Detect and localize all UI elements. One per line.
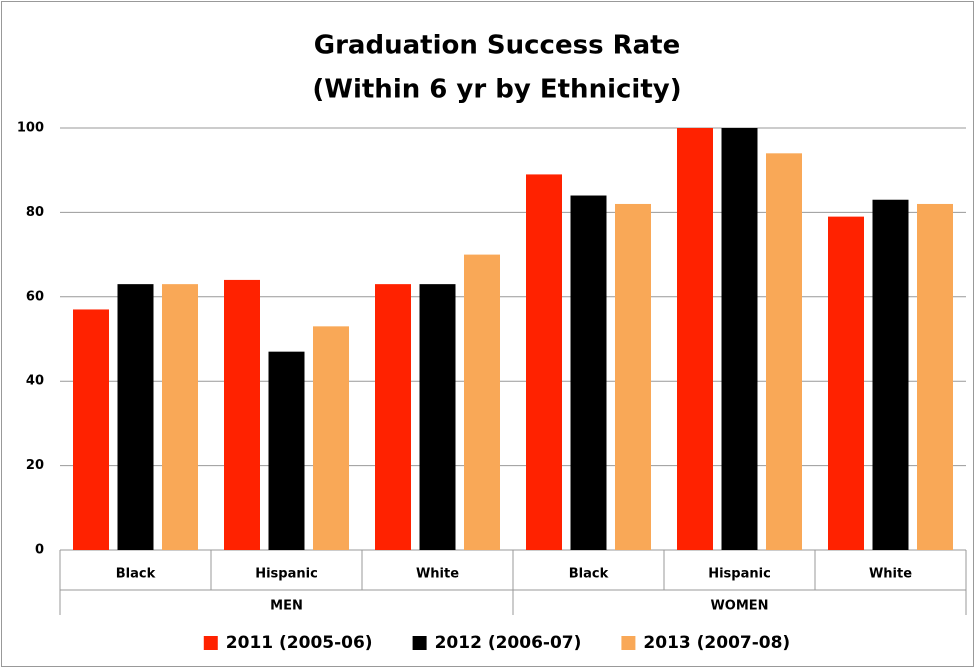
- bar: [375, 284, 411, 550]
- y-tick-label: 100: [17, 121, 44, 136]
- bar: [526, 174, 562, 551]
- bar: [268, 351, 305, 550]
- group-label: WOMEN: [710, 599, 768, 614]
- bar: [313, 326, 349, 550]
- y-tick-label: 60: [26, 289, 44, 304]
- bar: [419, 284, 456, 550]
- x-tick-label: Hispanic: [708, 567, 771, 582]
- y-tick-label: 80: [26, 205, 44, 220]
- bar: [828, 216, 864, 550]
- bar: [615, 203, 651, 550]
- legend-label: 2012 (2006-07): [435, 633, 582, 653]
- chart-title: (Within 6 yr by Ethnicity): [312, 75, 681, 105]
- bar: [570, 195, 607, 550]
- x-tick-label: Black: [116, 567, 156, 582]
- bar: [73, 309, 109, 550]
- y-tick-label: 0: [35, 543, 44, 558]
- bar: [766, 153, 802, 550]
- bar: [872, 199, 909, 551]
- x-tick-label: White: [416, 567, 459, 582]
- legend-label: 2011 (2005-06): [226, 633, 373, 653]
- y-tick-label: 20: [26, 458, 44, 473]
- bar: [162, 284, 198, 550]
- x-tick-label: Hispanic: [255, 567, 318, 582]
- bar: [464, 254, 500, 550]
- legend-swatch: [412, 636, 427, 650]
- bar: [224, 279, 260, 550]
- x-tick-label: Black: [569, 567, 609, 582]
- chart-title: Graduation Success Rate: [314, 31, 680, 61]
- legend-label: 2013 (2007-08): [643, 633, 790, 653]
- bar: [721, 128, 758, 550]
- bar: [677, 128, 713, 550]
- bar: [917, 203, 953, 550]
- legend-swatch: [621, 636, 636, 650]
- group-label: MEN: [270, 599, 303, 614]
- legend-swatch: [203, 636, 218, 650]
- x-tick-label: White: [869, 567, 912, 582]
- y-tick-label: 40: [26, 374, 44, 389]
- bar: [117, 284, 154, 550]
